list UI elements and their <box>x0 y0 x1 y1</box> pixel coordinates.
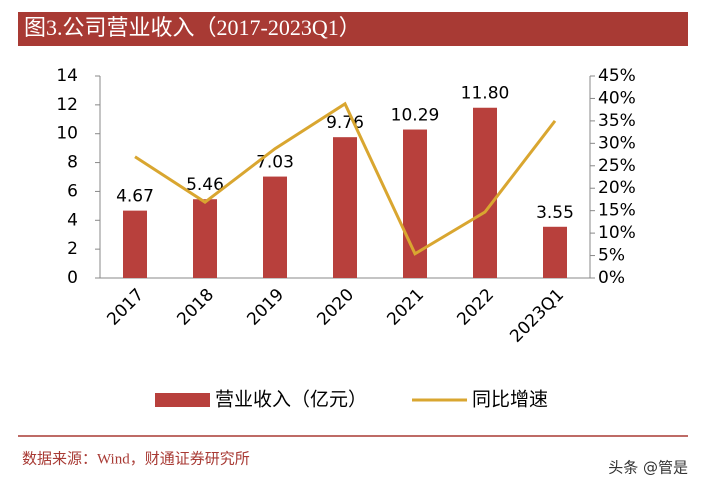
x-tick-label: 2022 <box>453 285 498 330</box>
legend-swatch <box>155 393 210 407</box>
y2-tick-label: 25% <box>598 156 636 176</box>
data-label: 10.29 <box>391 106 440 126</box>
y-tick-label: 0 <box>67 268 78 288</box>
chart-title: 图3.公司营业收入（2017-2023Q1） <box>24 15 361 40</box>
watermark: 头条 @管是 <box>608 459 688 477</box>
y2-tick-label: 20% <box>598 178 636 198</box>
bar <box>263 176 287 278</box>
data-label: 9.76 <box>326 113 364 133</box>
bar <box>543 226 567 278</box>
x-tick-label: 2019 <box>243 285 288 330</box>
y-tick-label: 10 <box>56 124 78 144</box>
y2-tick-label: 45% <box>598 66 636 86</box>
bar <box>193 199 217 278</box>
legend-label: 营业收入（亿元） <box>215 389 367 411</box>
legend-label: 同比增速 <box>472 389 548 411</box>
y-tick-label: 8 <box>67 153 78 173</box>
title-bar <box>18 12 688 46</box>
y2-tick-label: 35% <box>598 111 636 131</box>
x-tick-label: 2023Q1 <box>506 285 568 347</box>
y-tick-label: 2 <box>67 239 78 259</box>
bar <box>473 107 497 278</box>
y-tick-label: 6 <box>67 181 78 201</box>
y-tick-label: 12 <box>56 95 78 115</box>
y2-tick-label: 5% <box>598 246 625 266</box>
line <box>134 101 557 256</box>
bar <box>403 129 427 278</box>
data-label: 11.80 <box>461 84 510 104</box>
y2-tick-label: 30% <box>598 133 636 153</box>
x-tick-label: 2020 <box>313 285 358 330</box>
data-label: 4.67 <box>116 187 154 207</box>
y-tick-label: 14 <box>56 66 78 86</box>
x-tick-label: 2021 <box>383 285 428 330</box>
data-label: 3.55 <box>536 203 574 223</box>
y2-tick-label: 15% <box>598 201 636 221</box>
source: 数据来源：Wind，财通证券研究所 <box>22 450 250 467</box>
y2-tick-label: 10% <box>598 223 636 243</box>
x-tick-label: 2017 <box>103 285 148 330</box>
data-label: 7.03 <box>256 153 294 173</box>
y2-tick-label: 0% <box>598 268 625 288</box>
y2-tick-label: 40% <box>598 88 636 108</box>
data-label: 5.46 <box>186 175 224 195</box>
y-tick-label: 4 <box>67 210 78 230</box>
x-tick-label: 2018 <box>173 285 218 330</box>
bar <box>333 137 357 278</box>
bar <box>123 210 147 278</box>
